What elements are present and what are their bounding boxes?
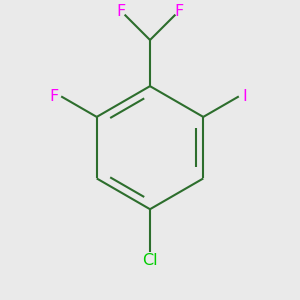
Text: F: F — [50, 89, 59, 104]
Text: F: F — [174, 4, 183, 19]
Text: I: I — [242, 89, 247, 104]
Text: F: F — [117, 4, 126, 19]
Text: Cl: Cl — [142, 253, 158, 268]
